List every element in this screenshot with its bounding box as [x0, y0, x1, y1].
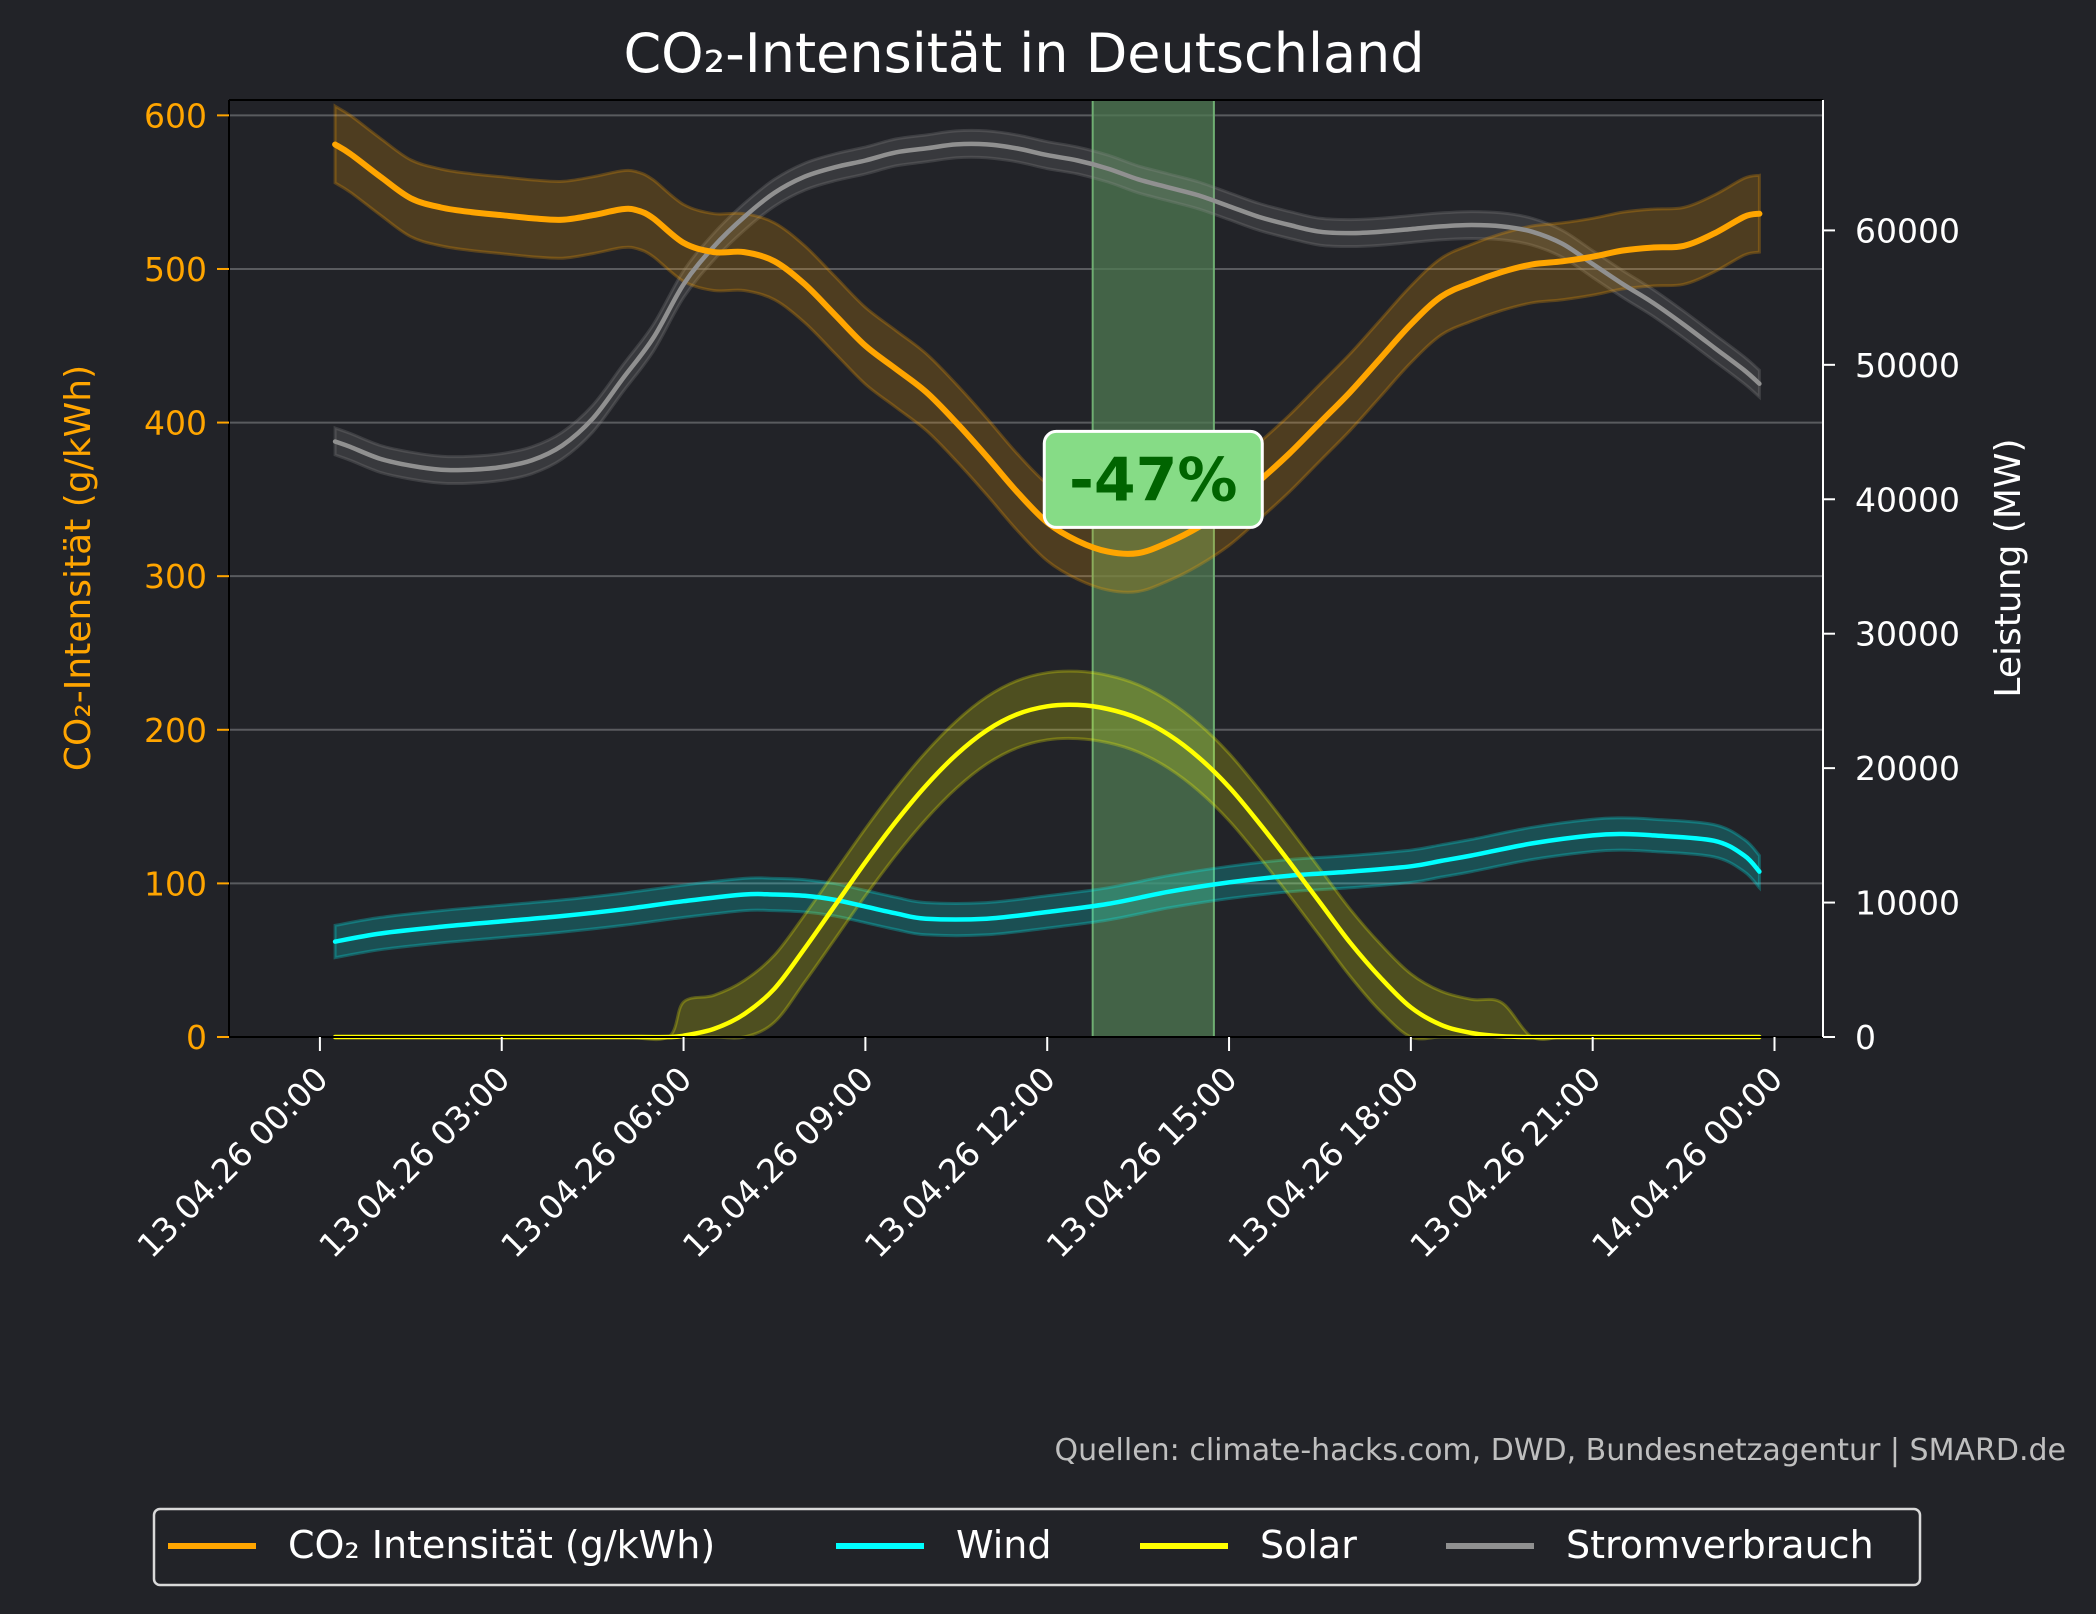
left-tick-label: 600 — [144, 96, 207, 135]
left-tick-label: 400 — [144, 404, 207, 443]
plot-area — [229, 100, 1823, 1037]
source-note: Quellen: climate-hacks.com, DWD, Bundesn… — [1054, 1433, 2066, 1468]
legend-frame — [152, 1507, 1922, 1587]
left-tick-label: 500 — [144, 250, 207, 289]
right-tick-label: 0 — [1855, 1018, 1876, 1057]
legend: CO₂ Intensität (g/kWh) Wind Solar Stromverb… — [152, 1507, 1922, 1587]
highlight-region — [1091, 99, 1215, 1038]
left-tick-label: 200 — [144, 711, 207, 750]
line-wind — [332, 831, 1762, 944]
annotation-box: -47% — [1042, 429, 1264, 529]
left-tick-label: 100 — [144, 864, 207, 903]
legend-label-wind: Wind — [956, 1523, 1052, 1567]
right-tick-label: 60000 — [1855, 211, 1960, 250]
chart-title: CO₂-Intensität in Deutschland — [623, 22, 1424, 85]
right-tick-label: 20000 — [1855, 749, 1960, 788]
band-co-intensit-t-g-kwh — [333, 103, 1761, 594]
line-stromverbrauch — [332, 141, 1762, 473]
left-y-axis: 0 100 200 300 400 500 600 — [144, 96, 229, 1057]
band-stromverbrauch — [333, 128, 1761, 486]
annotation-text: -47% — [1069, 445, 1238, 515]
right-axis-label: Leistung (MW) — [1988, 438, 2029, 697]
left-tick-label: 0 — [186, 1018, 207, 1057]
legend-label-co-intensit-t-g-kwh: CO₂ Intensität (g/kWh) — [288, 1523, 715, 1567]
right-y-axis: 0 10000 20000 30000 40000 50000 60000 — [1823, 211, 1960, 1057]
band-wind — [333, 816, 1761, 960]
left-tick-label: 300 — [144, 557, 207, 596]
annotation-background — [1042, 429, 1264, 529]
gridlines — [229, 114, 1823, 885]
right-tick-label: 30000 — [1855, 615, 1960, 654]
legend-label-stromverbrauch: Stromverbrauch — [1566, 1523, 1874, 1567]
right-tick-label: 50000 — [1855, 346, 1960, 385]
left-axis-label: CO₂-Intensität (g/kWh) — [58, 365, 99, 771]
right-tick-label: 10000 — [1855, 884, 1960, 923]
line-co-intensit-t-g-kwh — [332, 141, 1763, 557]
legend-label-solar: Solar — [1260, 1523, 1357, 1567]
right-tick-label: 40000 — [1855, 480, 1960, 519]
